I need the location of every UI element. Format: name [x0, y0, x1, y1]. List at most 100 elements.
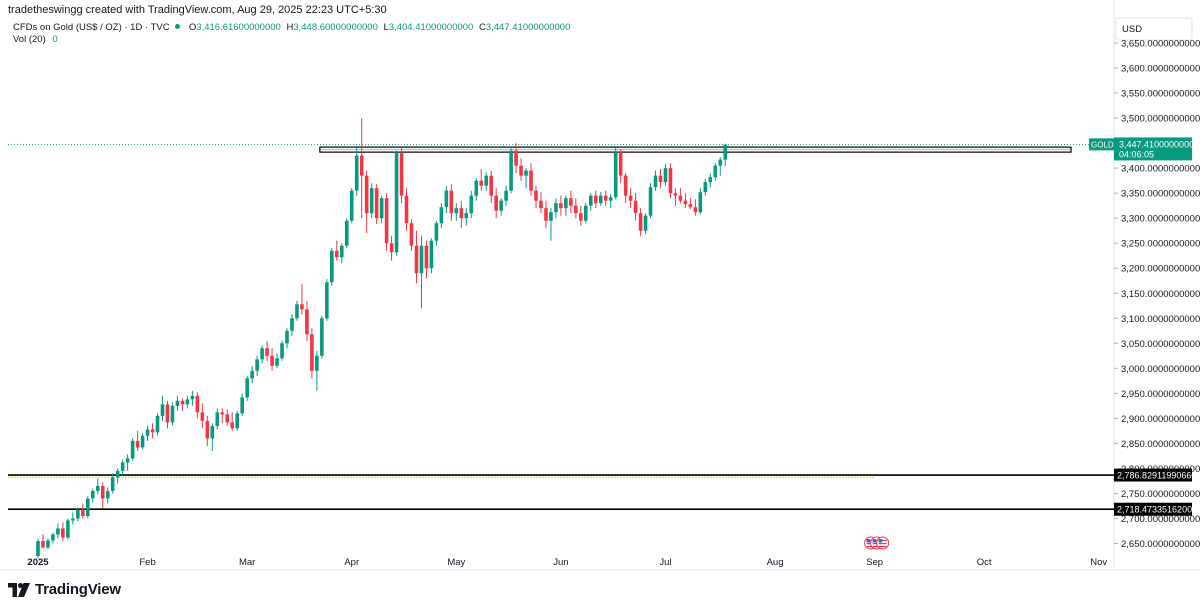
time-axis[interactable]: 2025 Feb Mar Apr May Jun Jul Aug Sep Oct Nov [27, 557, 1107, 568]
symbol-name[interactable]: CFDs on Gold (US$ / OZ) · 1D · TVC [13, 22, 170, 33]
candle-body [330, 250, 334, 283]
candle-body [723, 144, 728, 160]
candle [225, 409, 230, 426]
candle-body [285, 330, 289, 344]
candle-body [504, 190, 508, 201]
candle [86, 495, 90, 519]
horizontal-lines[interactable]: 2,786.829119906603 2,718.473351620032 [8, 144, 1200, 516]
candle [245, 375, 249, 401]
candle-body [683, 200, 688, 205]
candle-body [519, 165, 523, 176]
candle [325, 279, 329, 321]
candle-body [185, 399, 190, 405]
candle [653, 170, 658, 191]
candle [66, 518, 70, 540]
candle [529, 163, 533, 196]
candle-body [235, 413, 239, 429]
event-flags[interactable] [864, 536, 890, 550]
flag-stripe [872, 546, 881, 548]
candle [215, 408, 220, 430]
candle-body [95, 485, 100, 491]
candle-body [145, 429, 150, 436]
candle-body [140, 435, 145, 448]
candle-body [180, 400, 185, 405]
candle [195, 392, 200, 419]
x-tick-label: Jul [659, 557, 671, 568]
candle-body [120, 462, 125, 471]
candle-body [648, 187, 653, 216]
candle-body [81, 509, 85, 516]
candle [369, 183, 374, 219]
resistance-zone[interactable] [319, 146, 1072, 153]
flag-stripe [878, 546, 887, 548]
flag-canton [866, 539, 871, 543]
volume-label[interactable]: Vol (20) [13, 34, 46, 45]
candle-body [479, 180, 484, 186]
candle [598, 192, 603, 206]
candle-body [564, 198, 568, 209]
y-tick-label: 2,650.000000000000 [1121, 539, 1200, 550]
candle-body [499, 200, 503, 211]
tradingview-logo[interactable]: TradingView [8, 581, 121, 598]
candle [255, 355, 259, 376]
candle [110, 473, 115, 494]
flag-canton [872, 539, 877, 543]
candle [190, 390, 195, 406]
candle-body [260, 348, 264, 360]
candle-body [349, 190, 354, 221]
symbol-tag[interactable]: GOLD [1091, 140, 1114, 149]
candle [544, 200, 548, 229]
candle-body [220, 412, 225, 415]
candle [210, 423, 215, 451]
y-tick-label: 2,850.000000000000 [1121, 439, 1200, 450]
candle [539, 192, 543, 214]
candle [713, 163, 718, 181]
candle-body [51, 534, 55, 541]
currency-label[interactable]: USD [1122, 24, 1142, 35]
candle [295, 300, 299, 321]
candle [399, 148, 404, 204]
candle-body [598, 195, 603, 204]
y-tick-label: 3,350.000000000000 [1121, 189, 1200, 200]
candle-body [718, 159, 723, 166]
candle [384, 193, 389, 251]
candle-body [623, 175, 628, 196]
x-tick-label: Aug [767, 557, 784, 568]
y-tick-label: 2,800.000000000000 [1121, 464, 1200, 475]
last-price-label-box [1114, 137, 1192, 161]
candle-body [270, 355, 274, 366]
candle [643, 213, 648, 235]
candle [489, 170, 493, 204]
candle-body [673, 193, 678, 196]
y-tick-label: 3,300.000000000000 [1121, 214, 1200, 225]
candle-body [46, 540, 50, 548]
candle-body [300, 304, 304, 310]
candle-body [130, 440, 135, 459]
candle [698, 188, 703, 215]
candle [379, 195, 384, 224]
candle-body [618, 152, 623, 176]
candle-body [225, 414, 230, 423]
candle-body [344, 220, 349, 246]
us-flag-icon[interactable] [876, 536, 890, 550]
candle [46, 538, 50, 550]
candle [519, 158, 523, 181]
y-tick-label: 2,750.000000000000 [1121, 489, 1200, 500]
candle-body [155, 415, 160, 433]
candle [409, 219, 414, 251]
candle [200, 403, 205, 429]
candle-body [335, 250, 339, 258]
candle [673, 188, 678, 206]
candle-body [255, 359, 259, 371]
candle [145, 425, 150, 441]
y-tick-label: 3,400.000000000000 [1121, 164, 1200, 175]
candle-body [524, 170, 528, 176]
y-tick-label: 2,700.000000000000 [1121, 514, 1200, 525]
candle-body [374, 188, 379, 219]
candle [320, 315, 324, 359]
candle [374, 184, 379, 225]
price-axis[interactable]: USD 2,650.000000000000 2,700.000000000000 2… [1089, 17, 1200, 550]
candle [658, 169, 663, 189]
x-tick-label: Jun [553, 557, 568, 568]
